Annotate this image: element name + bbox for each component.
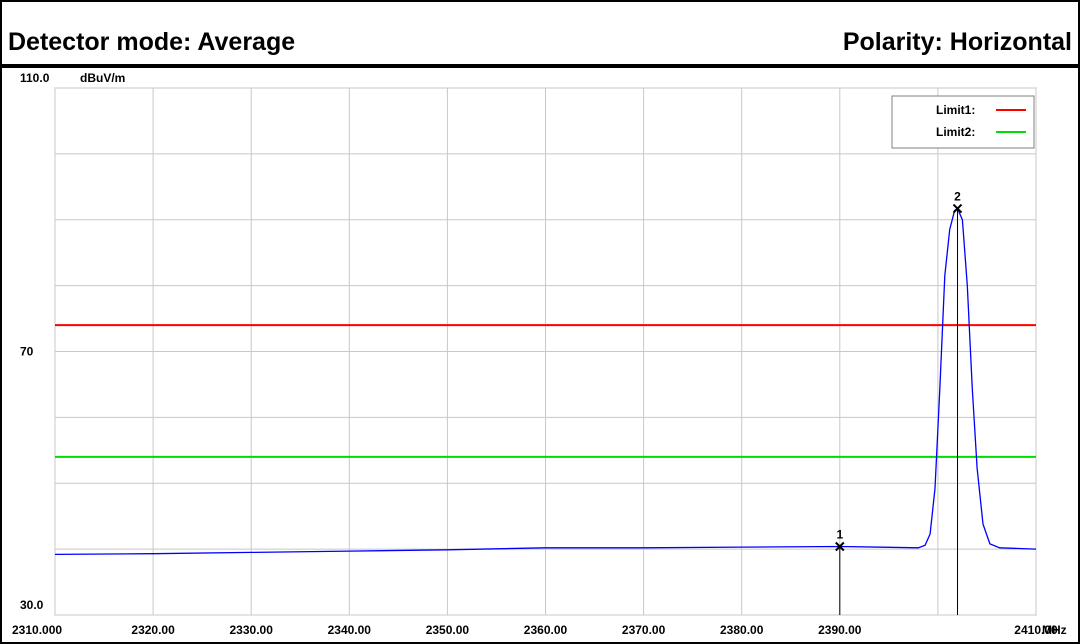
x-tick-label: 2340.00 bbox=[328, 623, 372, 637]
trace bbox=[54, 207, 1037, 556]
header-left: Detector mode: Average bbox=[8, 28, 295, 56]
y-unit: dBuV/m bbox=[80, 71, 125, 85]
y-tick-label: 70 bbox=[20, 345, 34, 359]
header-right: Polarity: Horizontal bbox=[843, 28, 1072, 56]
marker-label: 2 bbox=[954, 190, 961, 204]
legend-box bbox=[891, 95, 1035, 149]
marker-cross bbox=[952, 203, 963, 214]
x-tick-label: 2310.000 bbox=[12, 623, 62, 637]
x-unit: MHz bbox=[1042, 623, 1067, 637]
x-tick-label: 2370.00 bbox=[622, 623, 666, 637]
marker-cross bbox=[835, 541, 845, 552]
x-tick-label: 2410.00 bbox=[1014, 623, 1058, 637]
x-tick-label: 2360.00 bbox=[524, 623, 568, 637]
x-tick-label: 2390.00 bbox=[818, 623, 862, 637]
legend-label: Limit1: bbox=[936, 103, 975, 117]
y-tick-label: 30.0 bbox=[20, 598, 44, 612]
x-tick-label: 2330.00 bbox=[230, 623, 274, 637]
x-tick-label: 2320.00 bbox=[131, 623, 175, 637]
marker-label: 1 bbox=[836, 527, 843, 541]
legend-label: Limit2: bbox=[936, 125, 975, 139]
x-tick-label: 2350.00 bbox=[426, 623, 470, 637]
x-tick-label: 2380.00 bbox=[720, 623, 764, 637]
y-tick-label: 110.0 bbox=[20, 71, 50, 85]
